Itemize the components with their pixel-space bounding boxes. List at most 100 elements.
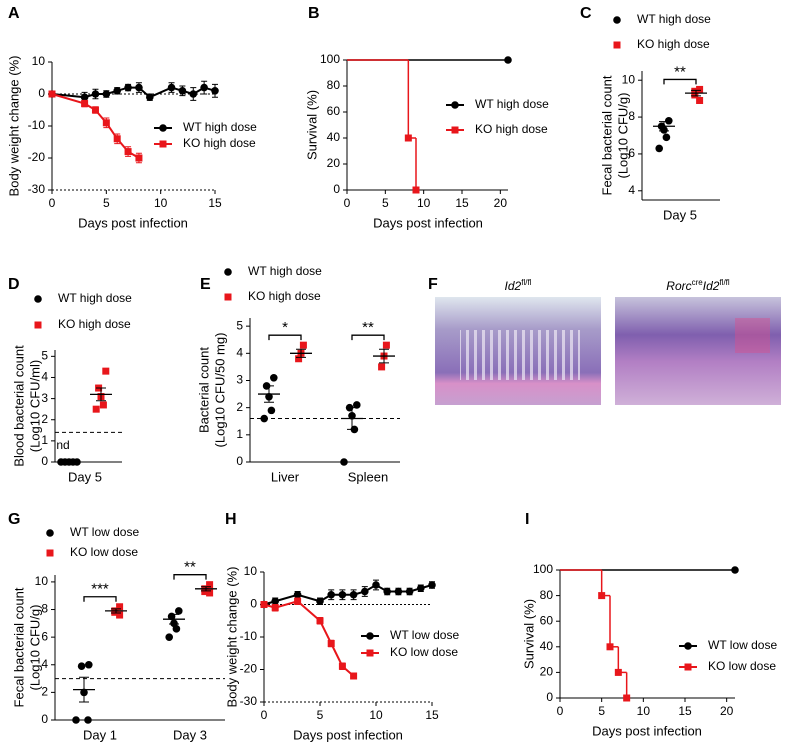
- y-axis-label: Body weight change (%): [224, 567, 239, 708]
- y-tick-label: -20: [28, 150, 46, 164]
- significance-bracket: [173, 574, 207, 580]
- significance-bracket: [663, 78, 697, 85]
- y-tick-label: 4: [41, 657, 48, 671]
- significance-label: **: [674, 63, 686, 80]
- x-tick-label: 5: [598, 704, 605, 718]
- y-tick-label: 3: [41, 391, 48, 405]
- panel-letter: A: [8, 5, 20, 22]
- legend-marker: [613, 16, 621, 24]
- error-bar: [691, 89, 701, 97]
- data-point: [696, 96, 704, 104]
- panel-letter: F: [428, 276, 438, 293]
- histology-image: [615, 297, 781, 405]
- y-tick-label: 40: [327, 130, 341, 144]
- y-tick-label: 100: [320, 52, 340, 66]
- data-point: [350, 672, 358, 680]
- error-bar: [659, 121, 669, 132]
- y-tick-label: 0: [333, 182, 340, 196]
- data-point: [428, 581, 436, 589]
- image-label-part: Rorc: [666, 279, 691, 293]
- legend-marker: [159, 124, 167, 132]
- panel-letter: D: [8, 276, 20, 293]
- data-point: [111, 608, 119, 616]
- x-tick-label: 10: [637, 704, 651, 718]
- y-tick-label: 40: [540, 639, 554, 653]
- x-tick-label: 10: [154, 196, 168, 210]
- y-axis-label: (Log10 CFU/g): [615, 93, 630, 179]
- y-axis-label: Survival (%): [521, 599, 536, 669]
- x-tick-label: 10: [369, 708, 383, 722]
- y-tick-label: 0: [546, 690, 553, 704]
- y-tick-label: 0: [236, 454, 243, 468]
- legend-marker: [46, 529, 54, 537]
- y-tick-label: 60: [327, 104, 341, 118]
- legend-marker: [46, 549, 54, 557]
- data-point: [102, 90, 111, 98]
- y-tick-label: 0: [41, 712, 48, 726]
- legend-marker: [224, 268, 232, 276]
- x-axis-label: Days post infection: [592, 723, 702, 738]
- legend-label: WT low dose: [70, 525, 139, 539]
- y-tick-label: 6: [41, 629, 48, 643]
- data-point: [146, 93, 154, 101]
- significance-bracket: [83, 596, 117, 602]
- y-axis-label: Blood bacterial count: [11, 345, 26, 467]
- y-axis-label: Fecal bacterial count: [599, 75, 614, 195]
- legend-label: WT high dose: [248, 264, 322, 278]
- y-tick-label: 2: [41, 685, 48, 699]
- data-point: [135, 83, 143, 92]
- x-tick-label: 15: [455, 196, 469, 210]
- x-axis-label: Days post infection: [373, 215, 483, 230]
- legend-label: WT low dose: [390, 628, 459, 642]
- y-tick-label: 4: [236, 345, 243, 359]
- data-point: [327, 640, 335, 647]
- legend-label: WT low dose: [708, 638, 777, 652]
- data-point: [504, 56, 512, 64]
- data-point: [349, 590, 358, 599]
- error-bar: [111, 608, 121, 614]
- data-point: [267, 406, 276, 415]
- legend-label: KO low dose: [70, 545, 138, 559]
- error-bar: [96, 387, 106, 402]
- data-point: [116, 603, 124, 611]
- data-point: [338, 662, 346, 670]
- x-tick-label: 15: [208, 196, 222, 210]
- error-bar: [169, 613, 179, 625]
- panel-letter: I: [525, 511, 529, 528]
- legend-marker: [224, 293, 232, 301]
- data-point: [135, 154, 143, 162]
- data-point: [206, 589, 214, 597]
- data-point: [84, 716, 92, 724]
- data-point: [691, 91, 699, 99]
- data-point: [372, 581, 380, 589]
- x-tick-label: 20: [494, 196, 508, 210]
- y-axis-label: (Log10 CFU/ml): [27, 360, 42, 452]
- data-point: [294, 597, 302, 605]
- legend-label: KO low dose: [390, 645, 458, 659]
- data-point: [412, 186, 420, 194]
- legend-label: KO high dose: [183, 136, 256, 150]
- data-point: [598, 592, 606, 600]
- data-point: [85, 660, 93, 669]
- data-point: [91, 90, 100, 98]
- y-tick-label: 20: [540, 665, 554, 679]
- data-point: [175, 607, 183, 615]
- x-tick-label: 0: [557, 704, 564, 718]
- data-point: [80, 93, 89, 101]
- image-label-part: Id2: [505, 279, 522, 293]
- error-bar: [296, 348, 306, 358]
- data-point: [77, 662, 86, 670]
- y-axis-label: Body weight change (%): [6, 56, 21, 197]
- data-point: [665, 116, 673, 125]
- y-tick-label: 8: [628, 109, 635, 123]
- x-tick-label: Day 5: [68, 469, 102, 484]
- data-point: [405, 587, 414, 596]
- image-label-part: cre: [692, 278, 704, 287]
- y-tick-label: -20: [240, 662, 258, 676]
- panel-letter: E: [200, 276, 211, 293]
- x-tick-label: 0: [344, 196, 351, 210]
- data-point: [178, 87, 187, 95]
- data-point: [327, 590, 336, 599]
- y-tick-label: 60: [540, 613, 554, 627]
